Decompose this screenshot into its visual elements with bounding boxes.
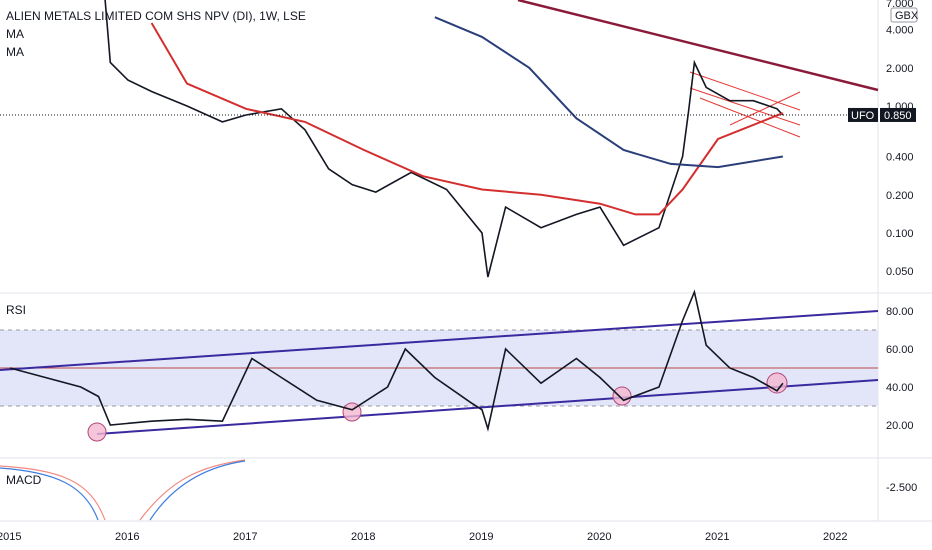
rsi-line[interactable] [9, 289, 784, 432]
rsi-label[interactable]: RSI [6, 303, 26, 317]
channel-top-line[interactable] [689, 71, 801, 111]
channel-mid-line[interactable] [689, 87, 801, 126]
currency-badge[interactable] [890, 7, 918, 23]
currency-label: GBX [895, 10, 919, 22]
price-tick-label: 0.050 [886, 266, 914, 278]
last-price-badge: UFO 0.850 [848, 107, 916, 122]
macd-tick-label: -2.500 [886, 482, 917, 494]
macd-signal-line [0, 465, 106, 521]
price-tick-label: 7.000 [886, 0, 914, 10]
time-tick-label: 2016 [115, 531, 139, 543]
price-line[interactable] [104, 0, 784, 278]
downtrend-line[interactable] [517, 0, 879, 92]
time-tick-label: 2020 [587, 531, 611, 543]
ma-legend-2[interactable]: MA [6, 45, 24, 59]
ma-legend-1[interactable]: MA [6, 27, 24, 41]
time-tick-label: 2022 [823, 531, 847, 543]
rsi-tick-label: 80.00 [886, 306, 914, 318]
time-tick-label: 2018 [351, 531, 375, 543]
macd-line [0, 467, 99, 521]
rsi-low-circle[interactable] [87, 422, 107, 442]
macd-label[interactable]: MACD [6, 473, 42, 487]
ma-slow-line[interactable] [434, 16, 784, 169]
price-tick-label: 2.000 [886, 63, 914, 75]
chart-title: ALIEN METALS LIMITED COM SHS NPV (DI), 1… [6, 9, 306, 23]
time-tick-label: 2019 [469, 531, 493, 543]
price-tick-label: 4.000 [886, 25, 914, 37]
ma-fast-line[interactable] [150, 22, 784, 216]
macd-line [149, 460, 246, 521]
time-tick-label: 2017 [233, 531, 257, 543]
rsi-tick-label: 60.00 [886, 344, 914, 356]
time-tick-label: 2021 [705, 531, 729, 543]
time-tick-label: 2015 [0, 531, 21, 543]
rsi-resistance-trendline[interactable] [0, 310, 879, 371]
rsi-tick-label: 20.00 [886, 420, 914, 432]
svg-text:0.850: 0.850 [884, 110, 912, 122]
svg-text:UFO: UFO [851, 110, 875, 122]
price-tick-label: 0.100 [886, 228, 914, 240]
price-tick-label: 0.200 [886, 190, 914, 202]
channel-bottom-line[interactable] [699, 97, 801, 138]
macd-signal-line [139, 459, 246, 521]
price-tick-label: 0.400 [886, 152, 914, 164]
rsi-low-circle[interactable] [612, 386, 632, 406]
rsi-support-trendline[interactable] [96, 379, 879, 435]
channel-cross-line[interactable] [729, 91, 801, 126]
rsi-tick-label: 40.00 [886, 382, 914, 394]
price-pane[interactable] [0, 0, 878, 292]
